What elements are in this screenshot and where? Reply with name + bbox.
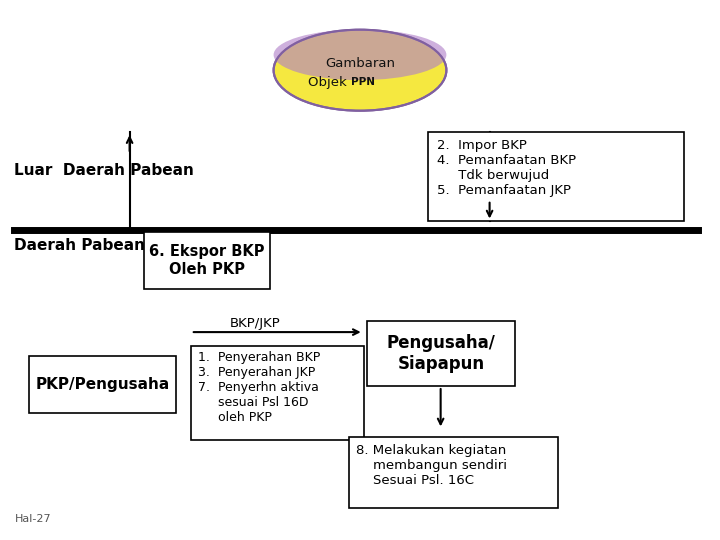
Text: 2.  Impor BKP
4.  Pemanfaatan BKP
     Tdk berwujud
5.  Pemanfaatan JKP: 2. Impor BKP 4. Pemanfaatan BKP Tdk berw… [437, 139, 576, 197]
FancyBboxPatch shape [29, 356, 176, 413]
Text: BKP/JKP: BKP/JKP [230, 318, 281, 330]
FancyBboxPatch shape [144, 232, 270, 289]
Text: PPN: PPN [351, 77, 374, 87]
FancyBboxPatch shape [367, 321, 515, 386]
Text: Gambaran: Gambaran [325, 57, 395, 70]
Text: 8. Melakukan kegiatan
    membangun sendiri
    Sesuai Psl. 16C: 8. Melakukan kegiatan membangun sendiri … [356, 444, 508, 487]
FancyBboxPatch shape [349, 437, 558, 508]
Text: Daerah Pabean: Daerah Pabean [14, 238, 145, 253]
Text: Luar  Daerah Pabean: Luar Daerah Pabean [14, 163, 194, 178]
Ellipse shape [274, 30, 446, 80]
Text: 6. Ekspor BKP
Oleh PKP: 6. Ekspor BKP Oleh PKP [149, 244, 265, 276]
FancyBboxPatch shape [191, 346, 364, 440]
Ellipse shape [274, 30, 446, 111]
Text: Objek: Objek [307, 76, 351, 89]
Text: PKP/Pengusaha: PKP/Pengusaha [35, 377, 170, 392]
Text: Pengusaha/
Siapapun: Pengusaha/ Siapapun [387, 334, 495, 373]
FancyBboxPatch shape [428, 132, 684, 221]
Text: Hal-27: Hal-27 [14, 514, 51, 524]
Text: 1.  Penyerahan BKP
3.  Penyerahan JKP
7.  Penyerhn aktiva
     sesuai Psl 16D
  : 1. Penyerahan BKP 3. Penyerahan JKP 7. P… [198, 351, 320, 424]
